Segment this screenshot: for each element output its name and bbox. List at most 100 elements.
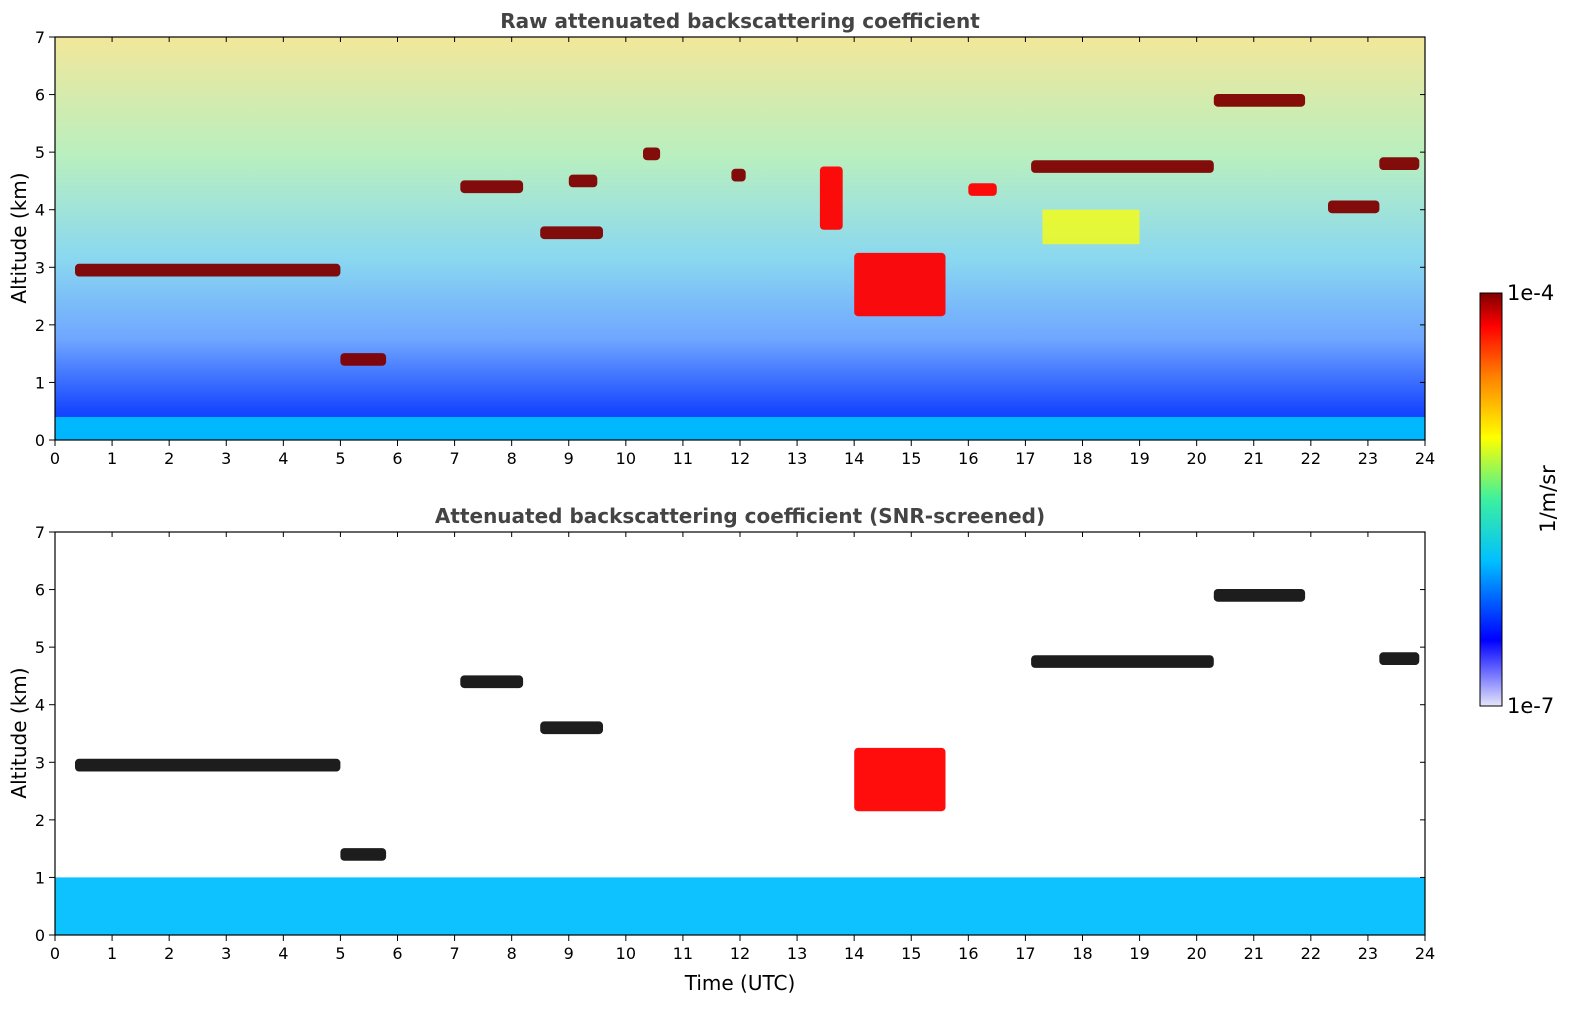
y-tick-label: 6 [35, 581, 45, 600]
y-tick-label: 0 [35, 926, 45, 945]
x-tick-label: 0 [50, 449, 60, 468]
x-tick-label: 15 [901, 944, 921, 963]
cloud-layer [1031, 655, 1214, 668]
cloud-layer [854, 252, 946, 317]
x-tick-label: 14 [844, 449, 864, 468]
x-tick-label: 6 [392, 944, 402, 963]
x-tick-label: 13 [787, 944, 807, 963]
x-tick-label: 18 [1072, 449, 1092, 468]
x-tick-label: 5 [335, 449, 345, 468]
raw-backscatter-panel: Raw attenuated backscattering coefficien… [7, 9, 1435, 468]
boundary-layer-layer [55, 877, 1425, 935]
heatmap-background [55, 532, 1425, 935]
x-tick-label: 17 [1015, 449, 1035, 468]
x-tick-label: 24 [1415, 449, 1435, 468]
x-tick-label: 17 [1015, 944, 1035, 963]
y-tick-label: 5 [35, 638, 45, 657]
x-axis-label: Time (UTC) [684, 971, 796, 995]
x-tick-label: 1 [107, 449, 117, 468]
x-tick-label: 10 [616, 449, 636, 468]
x-tick-label: 18 [1072, 944, 1092, 963]
y-tick-label: 3 [35, 753, 45, 772]
cloud-layer [460, 180, 524, 194]
boundary-layer-layer [55, 417, 1425, 440]
cloud-layer [731, 168, 746, 182]
cloud-layer [819, 166, 843, 230]
colorbar: 1e-4 1e-7 1/m/sr [1479, 281, 1560, 718]
x-axis-ticks: 0 1 2 3 4 5 6 7 8 9 10 11 12 13 14 15 16 17 18 19 20 21 22 23 24 [50, 37, 1435, 468]
x-tick-label: 1 [107, 944, 117, 963]
x-tick-label: 2 [164, 944, 174, 963]
x-tick-label: 19 [1129, 944, 1149, 963]
x-tick-label: 23 [1358, 449, 1378, 468]
cloud-layer [340, 353, 387, 366]
cloud-layer [75, 758, 341, 772]
x-tick-label: 23 [1358, 944, 1378, 963]
y-tick-label: 6 [35, 86, 45, 105]
panel-title: Attenuated backscattering coefficient (S… [435, 504, 1045, 528]
y-tick-label: 1 [35, 868, 45, 887]
x-tick-label: 7 [449, 449, 459, 468]
heatmap-background [55, 37, 1425, 440]
cloud-layer [854, 747, 946, 812]
x-tick-label: 20 [1186, 944, 1206, 963]
x-tick-label: 15 [901, 449, 921, 468]
y-tick-label: 4 [35, 201, 45, 220]
y-tick-label: 3 [35, 258, 45, 277]
x-tick-label: 16 [958, 449, 978, 468]
cloud-layer [340, 848, 387, 861]
y-tick-label: 1 [35, 373, 45, 392]
x-tick-label: 21 [1244, 944, 1264, 963]
x-tick-label: 3 [221, 449, 231, 468]
heatmap-features [55, 589, 1425, 935]
cloud-layer [540, 721, 603, 735]
x-tick-label: 9 [564, 449, 574, 468]
x-tick-label: 4 [278, 944, 288, 963]
colorbar-unit-label: 1/m/sr [1536, 465, 1560, 533]
snr-screened-panel: Attenuated backscattering coefficient (S… [7, 504, 1435, 995]
cloud-layer [1213, 94, 1306, 107]
x-tick-label: 24 [1415, 944, 1435, 963]
x-tick-label: 8 [507, 449, 517, 468]
colorbar-min-label: 1e-7 [1507, 694, 1554, 718]
y-tick-label: 0 [35, 431, 45, 450]
y-tick-label: 5 [35, 143, 45, 162]
x-tick-label: 3 [221, 944, 231, 963]
cloud-layer [540, 226, 603, 240]
x-tick-label: 10 [616, 944, 636, 963]
cloud-layer [460, 675, 524, 689]
x-tick-label: 11 [673, 449, 693, 468]
x-axis-ticks: 0 1 2 3 4 5 6 7 8 9 10 11 12 13 14 15 16 17 18 19 20 21 22 23 24 [50, 532, 1435, 963]
y-tick-label: 4 [35, 696, 45, 715]
x-tick-label: 5 [335, 944, 345, 963]
x-tick-label: 21 [1244, 449, 1264, 468]
x-tick-label: 4 [278, 449, 288, 468]
y-tick-label: 2 [35, 811, 45, 830]
colorbar-max-label: 1e-4 [1507, 281, 1554, 305]
cloud-layer [1213, 589, 1306, 602]
y-tick-label: 2 [35, 316, 45, 335]
y-tick-label: 7 [35, 28, 45, 47]
x-tick-label: 14 [844, 944, 864, 963]
cloud-layer [643, 147, 661, 161]
panel-title: Raw attenuated backscattering coefficien… [500, 9, 980, 33]
cloud-layer [1031, 160, 1214, 173]
x-tick-label: 12 [730, 449, 750, 468]
x-tick-label: 11 [673, 944, 693, 963]
x-tick-label: 19 [1129, 449, 1149, 468]
y-tick-label: 7 [35, 523, 45, 542]
cloud-layer [1328, 200, 1380, 214]
y-axis-ticks: 0 1 2 3 4 5 6 7 [35, 523, 1425, 945]
cloud-layer [75, 263, 341, 277]
x-tick-label: 6 [392, 449, 402, 468]
x-tick-label: 16 [958, 944, 978, 963]
x-tick-label: 8 [507, 944, 517, 963]
y-axis-label: Altitude (km) [7, 172, 31, 303]
cloud-layer [568, 174, 598, 188]
aerosol-layer [1042, 209, 1140, 245]
x-tick-label: 12 [730, 944, 750, 963]
cloud-layer [1379, 652, 1420, 665]
x-tick-label: 22 [1301, 449, 1321, 468]
x-tick-label: 0 [50, 944, 60, 963]
cloud-layer [968, 183, 997, 196]
